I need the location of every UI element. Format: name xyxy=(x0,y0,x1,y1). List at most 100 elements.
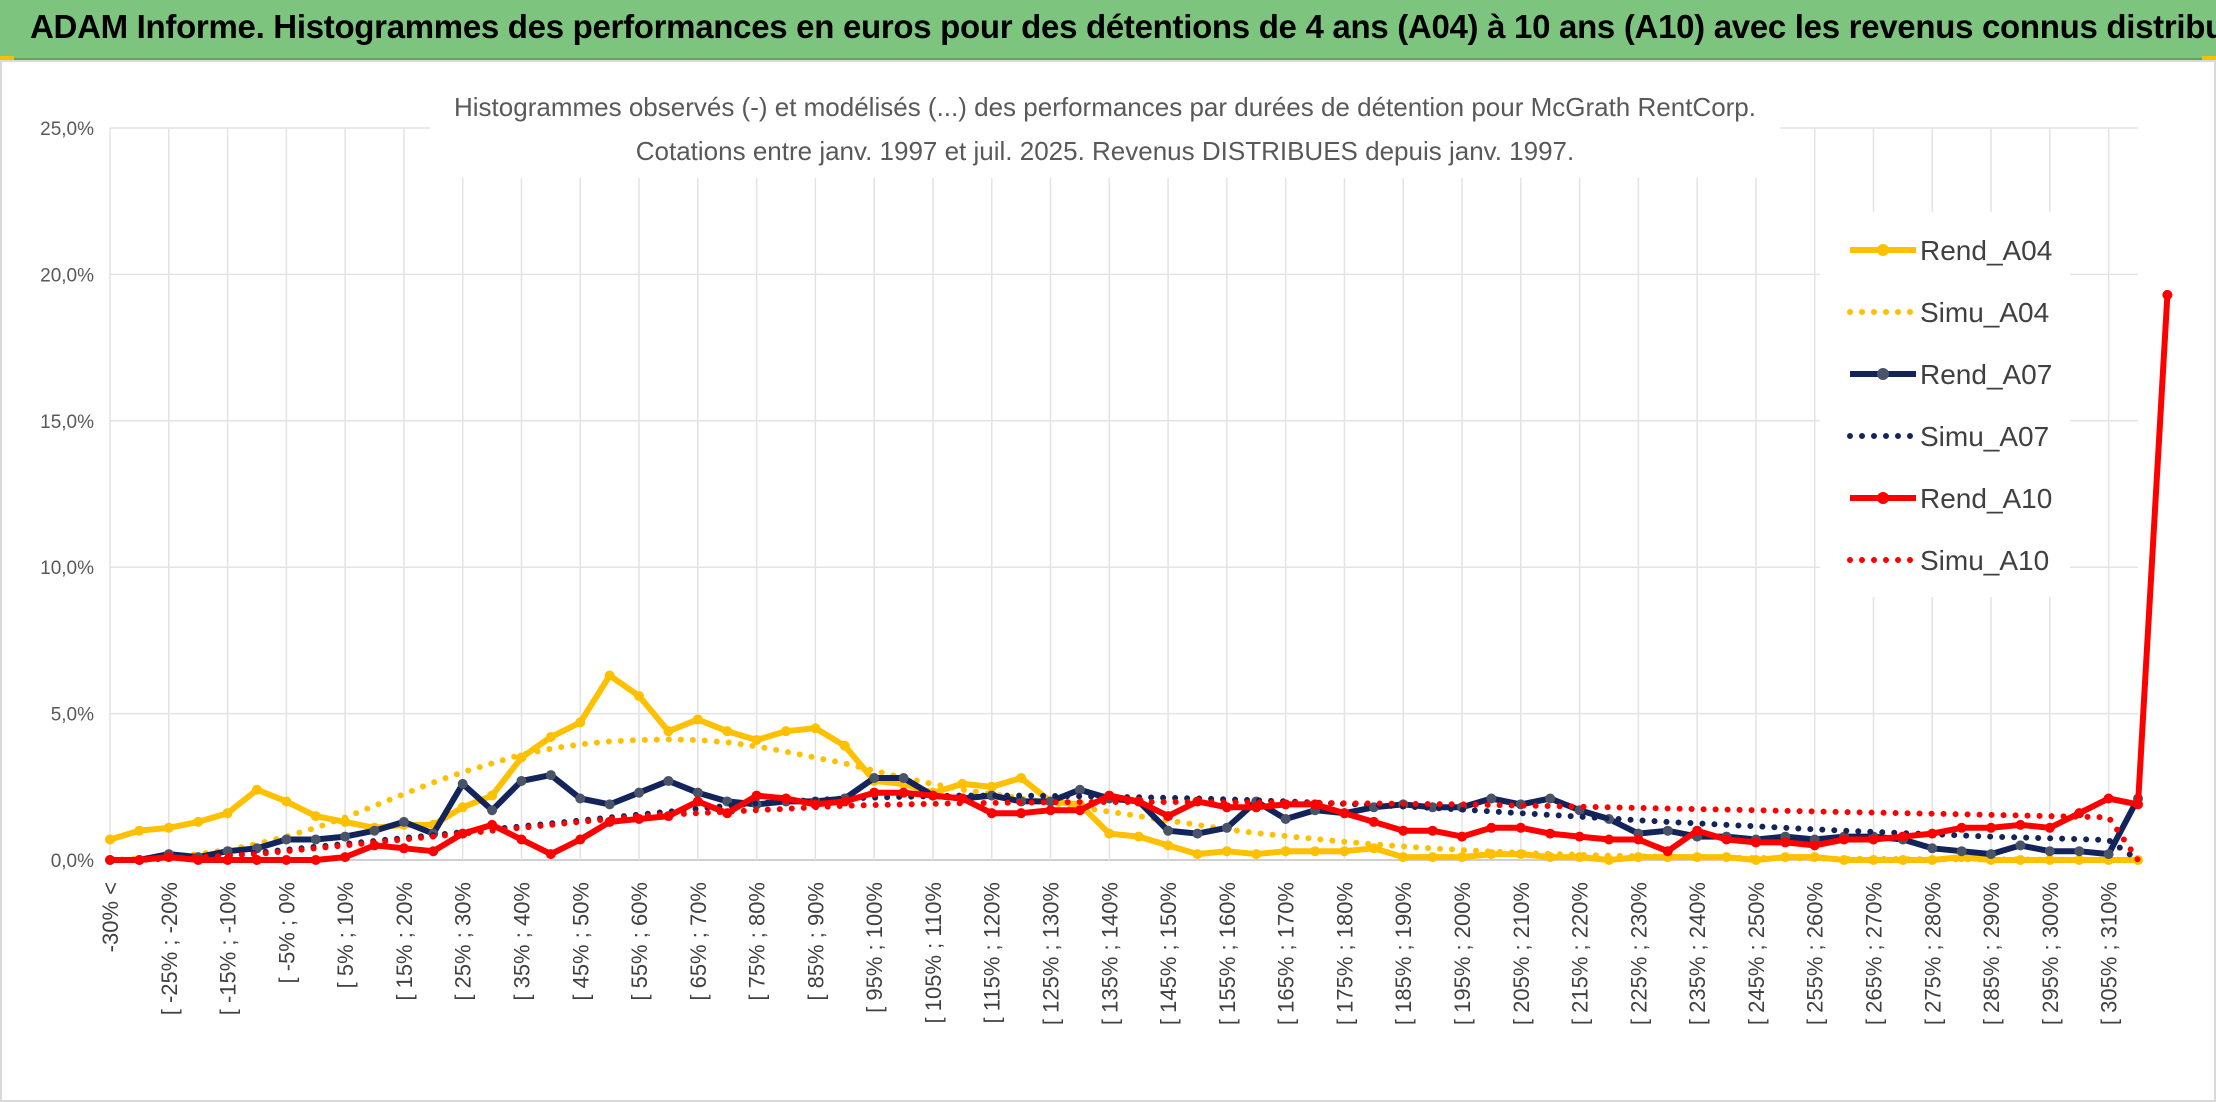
point-Rend_A04 xyxy=(1457,852,1467,863)
x-tick-label: [ 235% ; 240% xyxy=(1685,882,1710,1025)
legend-entry-Rend_A10: Rend_A10 xyxy=(1850,483,2052,514)
point-Rend_A04 xyxy=(1133,831,1144,842)
x-tick-label: [ 15% ; 20% xyxy=(392,882,417,1001)
x-tick-label: [ 25% ; 30% xyxy=(451,882,476,1001)
point-Rend_A10 xyxy=(839,796,850,807)
point-Rend_A10 xyxy=(869,787,880,798)
point-Rend_A04 xyxy=(839,740,850,751)
point-Rend_A04 xyxy=(1251,849,1262,860)
point-Rend_A07 xyxy=(2044,846,2055,857)
x-tick-label: [ 285% ; 290% xyxy=(1979,882,2004,1025)
x-tick-label: [ 245% ; 250% xyxy=(1744,882,1769,1025)
x-tick-label: [ 255% ; 260% xyxy=(1803,882,1828,1025)
point-Rend_A04 xyxy=(1633,852,1644,863)
point-Rend_A10 xyxy=(2103,793,2114,804)
line-Simu_A07 xyxy=(107,792,2141,863)
point-Rend_A07 xyxy=(1074,784,1085,795)
x-tick-label: [ 215% ; 220% xyxy=(1568,882,1593,1025)
point-Rend_A04 xyxy=(1398,852,1409,863)
report-banner: ADAM Informe. Histogrammes des performan… xyxy=(0,0,2216,60)
point-Rend_A10 xyxy=(986,808,997,819)
point-Rend_A10 xyxy=(428,846,439,857)
x-tick-label: [ 55% ; 60% xyxy=(627,882,652,1001)
series-layer xyxy=(105,289,2173,865)
point-Rend_A07 xyxy=(1662,825,1673,836)
point-Rend_A07 xyxy=(1045,796,1056,807)
point-Rend_A04 xyxy=(1163,840,1174,851)
point-Rend_A04 xyxy=(810,723,821,734)
point-Rend_A10 xyxy=(1074,805,1085,816)
point-Rend_A10 xyxy=(1016,808,1027,819)
x-tick-label: [ -15% ; -10% xyxy=(216,882,241,1015)
point-Rend_A10 xyxy=(898,787,909,798)
x-tick-label: [ 45% ; 50% xyxy=(568,882,593,1001)
point-Rend_A10 xyxy=(545,849,556,860)
point-Rend_A07 xyxy=(340,831,351,842)
point-Rend_A04 xyxy=(105,834,115,845)
point-Rend_A10 xyxy=(310,855,321,865)
x-tick-label: [ 35% ; 40% xyxy=(509,882,534,1001)
point-Rend_A07 xyxy=(1956,846,1967,857)
point-Rend_A10 xyxy=(1780,837,1791,848)
point-Rend_A04 xyxy=(457,802,468,813)
point-Rend_A07 xyxy=(457,778,468,789)
point-Rend_A07 xyxy=(1927,843,1938,854)
point-Rend_A07 xyxy=(692,787,703,798)
point-Rend_A10 xyxy=(1750,837,1761,848)
legend-backdrop xyxy=(1820,212,2070,597)
point-Rend_A04 xyxy=(310,811,321,822)
point-Rend_A04 xyxy=(1221,846,1232,857)
point-Rend_A07 xyxy=(1221,822,1232,833)
legend-marker xyxy=(1877,492,1889,504)
chart-title-line2: Cotations entre janv. 1997 et juil. 2025… xyxy=(636,136,1574,166)
point-Rend_A07 xyxy=(1486,793,1497,804)
line-Simu_A10 xyxy=(107,799,2141,863)
x-tick-label: [ 205% ; 210% xyxy=(1509,882,1534,1025)
x-tick-label: [ -25% ; -20% xyxy=(157,882,182,1015)
x-tick-label: [ 195% ; 200% xyxy=(1450,882,1475,1025)
x-tick-label: [ 125% ; 130% xyxy=(1039,882,1064,1025)
point-Rend_A07 xyxy=(545,770,556,781)
point-Rend_A04 xyxy=(222,808,233,819)
point-Rend_A10 xyxy=(134,855,145,865)
point-Rend_A10 xyxy=(1603,834,1614,845)
point-Rend_A10 xyxy=(251,855,262,865)
point-Rend_A04 xyxy=(1016,773,1027,784)
point-Rend_A10 xyxy=(1574,831,1585,842)
point-Rend_A07 xyxy=(310,834,321,845)
corner-accent-left xyxy=(0,56,14,61)
point-Rend_A10 xyxy=(927,790,938,801)
x-tick-label: [ 75% ; 80% xyxy=(745,882,770,1001)
x-tick-label: [ 295% ; 300% xyxy=(2038,882,2063,1025)
point-Rend_A10 xyxy=(2044,822,2055,833)
point-Rend_A04 xyxy=(722,726,733,737)
y-tick-label: 0,0% xyxy=(51,851,94,872)
point-Rend_A10 xyxy=(1692,825,1703,836)
legend-entry-Simu_A04: Simu_A04 xyxy=(1847,297,2049,328)
legend-marker xyxy=(1877,368,1889,380)
point-Rend_A04 xyxy=(1104,828,1115,839)
point-Rend_A07 xyxy=(898,773,909,784)
legend-entry-Rend_A07: Rend_A07 xyxy=(1850,359,2052,390)
point-Rend_A07 xyxy=(487,805,498,816)
point-Rend_A10 xyxy=(1398,825,1409,836)
legend-entry-Rend_A04: Rend_A04 xyxy=(1850,235,2052,266)
point-Rend_A04 xyxy=(957,778,968,789)
x-tick-label: [ 65% ; 70% xyxy=(686,882,711,1001)
point-Rend_A04 xyxy=(1339,846,1350,857)
point-Rend_A10 xyxy=(1515,822,1526,833)
point-Rend_A10 xyxy=(1163,811,1174,822)
point-Rend_A04 xyxy=(1692,852,1703,863)
point-Rend_A07 xyxy=(634,787,645,798)
point-Rend_A10 xyxy=(1809,840,1820,851)
point-Rend_A10 xyxy=(340,852,351,863)
point-Rend_A10 xyxy=(281,855,292,865)
point-Rend_A07 xyxy=(1163,825,1174,836)
y-tick-label: 5,0% xyxy=(51,705,94,726)
point-Rend_A10 xyxy=(398,843,409,854)
title-backdrop xyxy=(430,82,1780,178)
point-Rend_A04 xyxy=(163,822,174,833)
corner-accent-right xyxy=(2202,56,2216,61)
point-Rend_A07 xyxy=(604,799,615,810)
legend: Rend_A04 Simu_A04 Rend_A07 Simu_A07 Rend_A10… xyxy=(1820,212,2070,597)
